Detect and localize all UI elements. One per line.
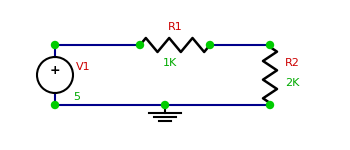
Circle shape [51,42,58,48]
Text: +: + [50,64,60,78]
Circle shape [51,102,58,108]
Circle shape [206,42,214,48]
Text: R2: R2 [285,58,300,68]
Text: 1K: 1K [163,58,177,68]
Text: R1: R1 [168,22,182,32]
Text: 2K: 2K [285,78,299,88]
Circle shape [161,102,168,108]
Text: 5: 5 [74,92,80,102]
Text: V1: V1 [76,62,90,72]
Circle shape [136,42,144,48]
Circle shape [266,42,273,48]
Circle shape [266,102,273,108]
